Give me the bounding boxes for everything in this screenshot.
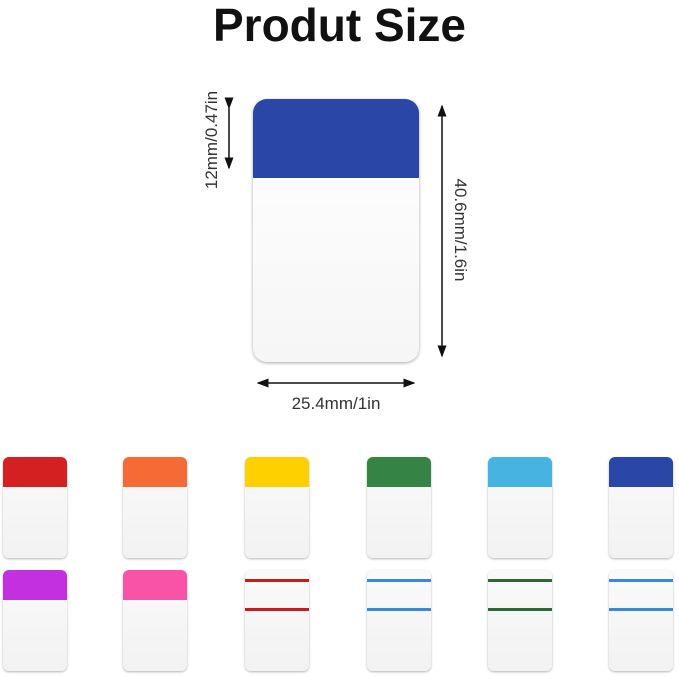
tab-color-line xyxy=(488,608,552,611)
tab-variant-solid xyxy=(609,457,673,558)
tab-color-header xyxy=(123,457,187,487)
tab-color-header xyxy=(3,570,67,600)
tab-color-header xyxy=(3,457,67,487)
tab-color-line xyxy=(245,579,309,582)
tab-color-header xyxy=(123,570,187,600)
tab-color-header xyxy=(367,457,431,487)
tab-variant-solid xyxy=(367,457,431,558)
width-label: 25.4mm/1in xyxy=(291,394,381,413)
page-title: Produt Size xyxy=(212,0,467,51)
height-label: 40.6mm/1.6in xyxy=(451,178,470,282)
tab-color-line xyxy=(367,579,431,582)
tab-color-line xyxy=(488,579,552,582)
main-tab-header xyxy=(253,99,419,178)
tab-color-header xyxy=(245,457,309,487)
tab-variant-solid xyxy=(245,457,309,558)
tab-color-header xyxy=(488,457,552,487)
tab-variant-lines xyxy=(488,570,552,671)
tab-variant-solid xyxy=(123,570,187,671)
tab-variant-lines xyxy=(367,570,431,671)
main-tab-illustration xyxy=(253,99,419,362)
tab-variant-solid xyxy=(488,457,552,558)
tab-variant-solid xyxy=(123,457,187,558)
tab-variant-lines xyxy=(245,570,309,671)
header-height-label: 12mm/0.47in xyxy=(202,90,221,190)
tab-color-line xyxy=(367,608,431,611)
tab-variant-lines xyxy=(609,570,673,671)
tab-color-line xyxy=(245,608,309,611)
tab-variant-solid xyxy=(3,570,67,671)
tab-color-line xyxy=(609,608,673,611)
tab-color-line xyxy=(609,579,673,582)
tab-color-header xyxy=(609,457,673,487)
tab-variant-solid xyxy=(3,457,67,558)
